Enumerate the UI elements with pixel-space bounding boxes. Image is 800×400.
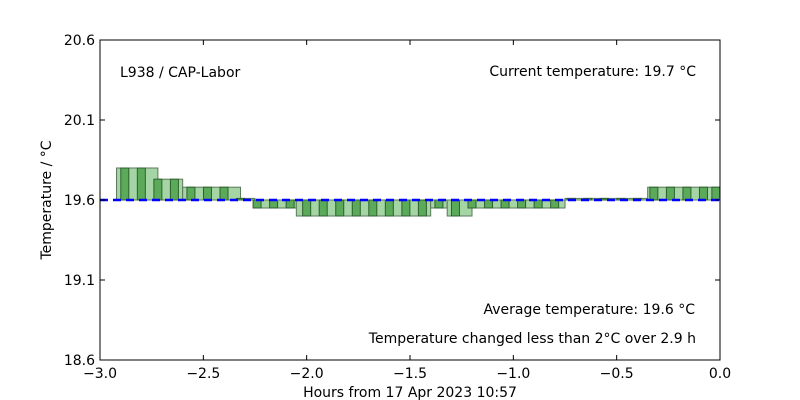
narrow-bar-17	[401, 199, 411, 217]
narrow-bar-22	[484, 199, 494, 209]
narrow-bar-14	[351, 199, 361, 217]
x-tick-label-4: −1.0	[496, 366, 530, 382]
y-tick-label-4: 20.6	[64, 33, 95, 49]
y-tick-label-1: 19.1	[64, 273, 95, 289]
narrow-bar-16	[384, 199, 394, 217]
x-tick-label-2: −2.0	[290, 366, 324, 382]
narrow-bar-1	[136, 167, 146, 201]
narrow-bar-3	[169, 178, 179, 201]
y-tick-label-0: 18.6	[64, 353, 95, 369]
y-tick-label-3: 20.1	[64, 113, 95, 129]
location-label: L938 / CAP-Labor	[120, 65, 241, 81]
narrow-bar-2	[153, 178, 163, 201]
narrow-bar-26	[550, 199, 560, 209]
narrow-bar-4	[186, 186, 196, 201]
wide-bar-5	[295, 199, 432, 217]
narrow-bar-20	[450, 199, 460, 217]
y-axis-title: Temperature / °C	[39, 140, 55, 260]
narrow-bar-12	[318, 199, 328, 217]
narrow-bar-0	[120, 167, 130, 201]
narrow-bar-36	[711, 186, 721, 201]
x-tick-label-3: −1.5	[393, 366, 427, 382]
narrow-bar-34	[682, 186, 692, 201]
narrow-bar-15	[368, 199, 378, 217]
narrow-bar-5	[202, 186, 212, 201]
narrow-bar-10	[285, 199, 295, 209]
narrow-bar-13	[335, 199, 345, 217]
narrow-bar-35	[698, 186, 708, 201]
narrow-bar-25	[533, 199, 543, 209]
x-tick-label-0: −3.0	[83, 366, 117, 382]
narrow-bar-6	[219, 186, 229, 201]
narrow-bar-11	[302, 199, 312, 217]
temperature-change-label: Temperature changed less than 2°C over 2…	[368, 331, 696, 347]
x-tick-label-6: 0.0	[709, 366, 731, 382]
y-tick-label-2: 19.6	[64, 193, 95, 209]
x-axis-title: Hours from 17 Apr 2023 10:57	[303, 385, 517, 400]
current-temperature-label: Current temperature: 19.7 °C	[489, 64, 696, 80]
narrow-bar-32	[649, 186, 659, 201]
x-tick-label-5: −0.5	[600, 366, 634, 382]
x-tick-label-1: −2.5	[186, 366, 220, 382]
average-temperature-label: Average temperature: 19.6 °C	[483, 302, 695, 318]
narrow-bar-33	[665, 186, 675, 201]
y-axis: 18.6 19.1 19.6 20.1 20.6	[64, 33, 720, 369]
narrow-bar-18	[417, 199, 427, 217]
x-axis: −3.0 −2.5 −2.0 −1.5 −1.0 −0.5 0.0	[83, 40, 731, 382]
